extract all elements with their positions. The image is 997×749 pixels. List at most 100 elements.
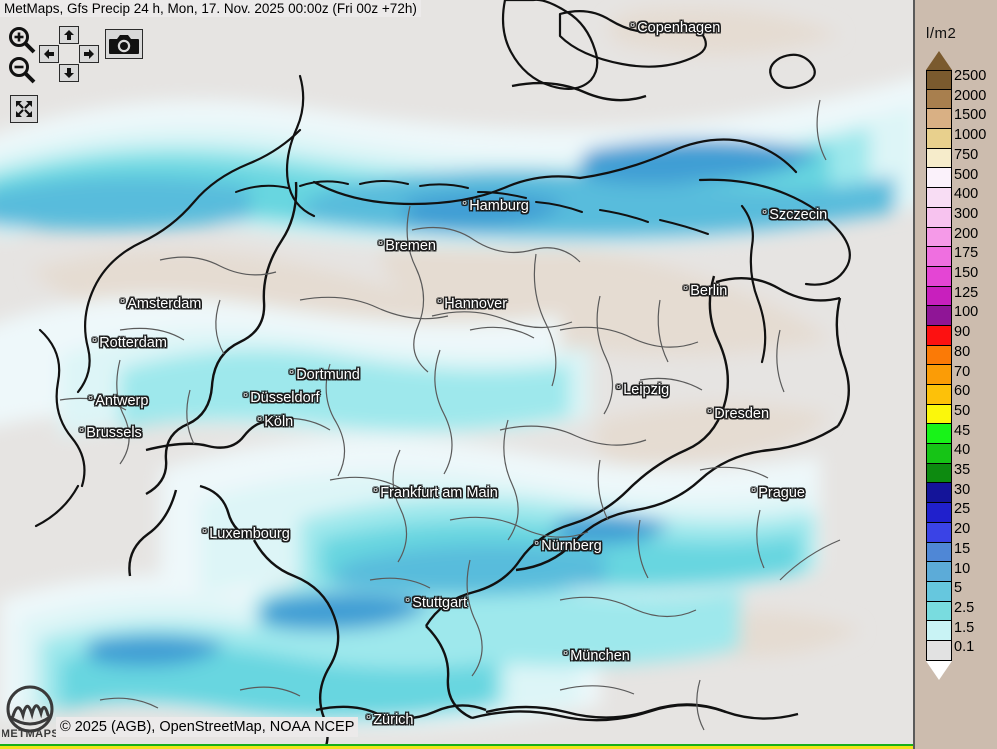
zoom-in-icon[interactable] (6, 26, 38, 56)
city-label: ° Rotterdam (92, 335, 167, 351)
page-title: MetMaps, Gfs Precip 24 h, Mon, 17. Nov. … (0, 0, 421, 17)
legend-color-scale (926, 70, 952, 661)
pan-right-icon[interactable] (79, 45, 99, 63)
city-marker-icon: ° (202, 526, 208, 541)
city-name: Düsseldorf (250, 390, 320, 406)
city-name: Berlin (690, 283, 728, 299)
city-name: Frankfurt am Main (380, 485, 498, 501)
legend-value-label: 200 (954, 225, 979, 242)
legend-value-label: 35 (954, 462, 971, 478)
city-label: ° München (563, 648, 630, 664)
city-label: ° Amsterdam (120, 296, 201, 312)
city-name: Dortmund (296, 367, 360, 383)
city-label: ° Berlin (683, 283, 727, 299)
legend-swatch (926, 562, 952, 582)
legend-value-label: 500 (954, 166, 979, 183)
fullscreen-icon[interactable] (10, 95, 38, 123)
city-name: Hamburg (469, 198, 529, 214)
city-label: ° Köln (257, 414, 293, 430)
city-name: München (570, 648, 630, 664)
legend-swatch (926, 168, 952, 189)
city-name: Köln (264, 414, 294, 430)
legend-value-label: 300 (954, 205, 979, 222)
legend-swatch (926, 424, 952, 445)
city-marker-icon: ° (405, 595, 411, 610)
svg-text:METMAPS: METMAPS (2, 728, 58, 740)
city-marker-icon: ° (92, 335, 98, 350)
city-label: ° Leipzig (616, 382, 669, 398)
city-label: ° Düsseldorf (243, 390, 320, 406)
city-marker-icon: ° (373, 485, 379, 500)
legend-value-label: 15 (954, 540, 971, 557)
city-name: Amsterdam (127, 296, 202, 312)
city-name: Zürich (373, 712, 414, 728)
city-label: ° Stuttgart (405, 595, 467, 611)
city-name: Hannover (444, 296, 508, 312)
coastline-layer (34, 0, 851, 528)
city-marker-icon: ° (88, 393, 94, 408)
copyright-text: © 2025 (AGB), OpenStreetMap, NOAA NCEP (56, 717, 359, 737)
legend-value-label: 2.5 (954, 599, 975, 616)
city-name: Brussels (86, 425, 142, 441)
city-marker-icon: ° (762, 207, 768, 222)
city-name: Bremen (385, 238, 436, 254)
city-label: ° Prague (751, 485, 805, 501)
city-label: ° Hamburg (462, 198, 529, 214)
map-svg (0, 0, 913, 749)
city-marker-icon: ° (630, 20, 636, 35)
city-name: Prague (758, 485, 805, 501)
legend-swatch (926, 522, 952, 543)
legend-swatch (926, 345, 952, 366)
legend-swatch (926, 385, 952, 405)
legend-value-label: 2000 (954, 87, 987, 104)
legend-value-label: 125 (954, 284, 979, 301)
subdivision-border-layer (59, 99, 841, 731)
metmaps-logo: METMAPS (1, 683, 59, 741)
legend-value-label: 25 (954, 501, 971, 518)
legend-value-label: 750 (954, 146, 979, 163)
city-label: ° Szczecin (762, 207, 827, 223)
legend-swatch (926, 325, 952, 346)
city-marker-icon: ° (120, 296, 126, 311)
city-label: ° Brussels (79, 425, 142, 441)
legend-value-label: 50 (954, 402, 971, 419)
legend-value-label: 30 (954, 481, 971, 498)
legend-value-label: 1.5 (954, 619, 975, 636)
city-marker-icon: ° (366, 712, 372, 727)
pan-left-icon[interactable] (39, 45, 59, 63)
legend-swatch (926, 109, 952, 130)
legend-value-label: 100 (954, 304, 979, 321)
legend-swatch (926, 483, 952, 504)
city-label: ° Bremen (378, 238, 436, 254)
bottom-color-strip (0, 740, 913, 749)
city-marker-icon: ° (683, 283, 689, 298)
legend-value-label: 1000 (954, 127, 987, 144)
city-marker-icon: ° (243, 390, 249, 405)
city-name: Copenhagen (637, 20, 721, 36)
city-name: Leipzig (623, 382, 670, 398)
city-marker-icon: ° (563, 648, 569, 663)
legend-value-label: 2500 (954, 68, 987, 84)
legend-value-label: 150 (954, 265, 979, 281)
city-marker-icon: ° (462, 198, 468, 213)
legend-swatch (926, 227, 952, 248)
legend-value-label: 1500 (954, 107, 987, 124)
map-canvas[interactable]: ° Copenhagen ° Hamburg ° Szczecin ° Bremen ° Berl… (0, 0, 913, 749)
zoom-out-icon[interactable] (6, 56, 38, 86)
legend-swatch (926, 621, 952, 641)
legend-value-label: 40 (954, 442, 971, 459)
camera-icon[interactable] (105, 29, 143, 59)
legend-value-label: 80 (954, 343, 971, 360)
legend-value-label: 175 (954, 245, 979, 262)
legend-value-label: 400 (954, 186, 979, 203)
legend-swatch (926, 365, 952, 385)
pan-up-icon[interactable] (59, 26, 79, 44)
legend-swatch (926, 581, 952, 602)
city-label: ° Antwerp (88, 393, 148, 409)
country-border-layer (128, 81, 850, 749)
pan-down-icon[interactable] (59, 64, 79, 82)
legend-value-label: 0.1 (954, 639, 975, 656)
legend-value-label: 5 (954, 580, 963, 597)
legend-unit-label: l/m2 (926, 25, 957, 42)
